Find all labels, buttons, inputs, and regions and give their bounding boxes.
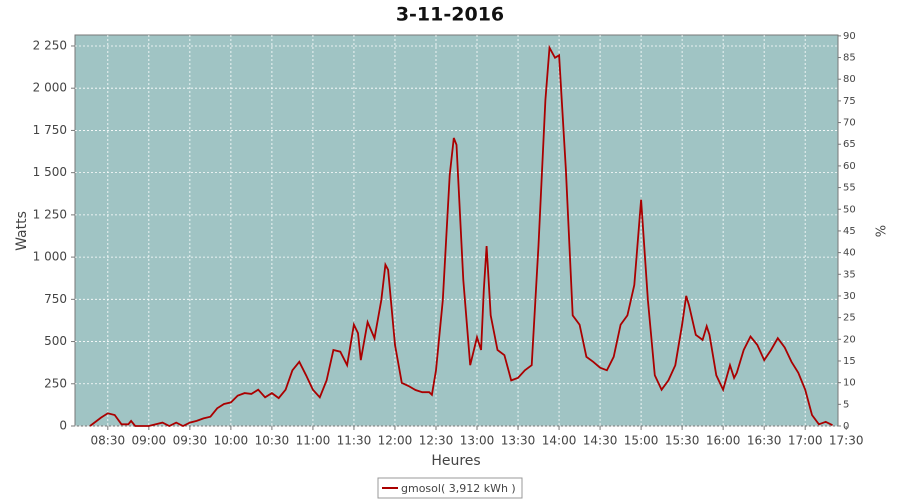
y2-tick-label: 75 [843, 96, 856, 107]
x-axis-title: Heures [431, 453, 480, 469]
x-tick-label: 14:30 [583, 434, 618, 448]
y2-tick-label: 20 [843, 334, 856, 345]
legend [377, 477, 523, 499]
y2-tick-label: 10 [843, 378, 856, 389]
y2-tick-label: 80 [843, 74, 856, 85]
y-tick-label: 1 500 [33, 165, 67, 179]
x-tick-label: 12:30 [419, 434, 454, 448]
x-tick-label: 11:30 [337, 434, 372, 448]
x-tick-label: 14:00 [542, 434, 577, 448]
y2-tick-label: 35 [843, 269, 856, 280]
y2-tick-label: 5 [843, 399, 849, 410]
x-tick-label: 11:00 [296, 434, 331, 448]
x-tick-label: 08:30 [91, 434, 126, 448]
y2-tick-label: 70 [843, 118, 856, 129]
y2-tick-label: 25 [843, 313, 856, 324]
y-tick-label: 500 [44, 334, 67, 348]
y-tick-label: 2 000 [33, 81, 67, 95]
y2-tick-label: 90 [843, 31, 856, 42]
x-tick-label: 16:00 [706, 434, 741, 448]
legend-label: gmosol( 3,912 kWh ) [401, 482, 516, 495]
x-tick-label: 16:30 [747, 434, 782, 448]
y2-tick-label: 30 [843, 291, 856, 302]
y2-tick-label: 40 [843, 248, 856, 259]
y2-tick-label: 15 [843, 356, 856, 367]
y-tick-label: 1 750 [33, 123, 67, 137]
y2-axis-title: % [875, 225, 890, 237]
x-tick-label: 10:30 [255, 434, 290, 448]
x-tick-label: 09:00 [132, 434, 167, 448]
x-tick-label: 09:30 [173, 434, 208, 448]
x-tick-label: 17:00 [788, 434, 823, 448]
x-tick-label: 13:30 [501, 434, 536, 448]
x-tick-label: 15:30 [665, 434, 700, 448]
y-tick-label: 250 [44, 376, 67, 390]
chart-title: 3-11-2016 [396, 4, 504, 26]
y2-tick-label: 45 [843, 226, 856, 237]
x-tick-label: 13:00 [460, 434, 495, 448]
y2-tick-label: 65 [843, 139, 856, 150]
x-tick-label: 12:00 [378, 434, 413, 448]
data-line [89, 44, 833, 428]
y-tick-label: 2 250 [33, 38, 67, 52]
y-tick-label: 1 250 [33, 207, 67, 221]
x-tick-label: 17:30 [829, 434, 864, 448]
y2-tick-label: 60 [843, 161, 856, 172]
plot-area [74, 34, 839, 427]
y-axis-title: Watts [14, 211, 30, 251]
x-tick-label: 10:00 [214, 434, 249, 448]
y2-tick-label: 50 [843, 204, 856, 215]
y2-tick-label: 85 [843, 53, 856, 64]
x-tick-label: 15:00 [624, 434, 659, 448]
y2-tick-label: 55 [843, 183, 856, 194]
y-tick-label: 750 [44, 292, 67, 306]
y-tick-label: 1 000 [33, 250, 67, 264]
y-tick-label: 0 [59, 419, 67, 433]
